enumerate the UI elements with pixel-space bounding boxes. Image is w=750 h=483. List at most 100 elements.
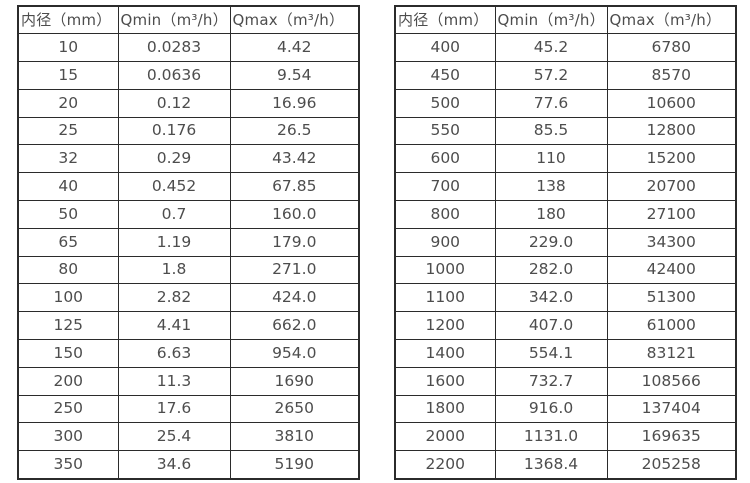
cell-qmax: 27100 (606, 200, 737, 229)
cell-qmin: 17.6 (117, 394, 231, 424)
cell-diameter: 200 (17, 366, 119, 396)
cell-qmax: 160.0 (229, 200, 360, 229)
table-row: 400 45.2 6780 (394, 33, 737, 63)
table-row: 20 0.12 16.96 (17, 88, 360, 118)
column-header-qmin: Qmin（m³/h） (494, 5, 608, 35)
cell-qmin: 57.2 (494, 61, 608, 90)
table-row: 800 180 27100 (394, 200, 737, 229)
flow-range-table-large-diameters: 内径（mm） Qmin（m³/h） Qmax（m³/h） 400 45.2 6780 45… (394, 5, 737, 480)
cell-diameter: 1100 (394, 283, 496, 313)
cell-diameter: 350 (17, 450, 119, 480)
cell-diameter: 2200 (394, 450, 496, 480)
cell-diameter: 15 (17, 61, 119, 90)
cell-qmin: 1.19 (117, 227, 231, 257)
cell-qmin: 342.0 (494, 283, 608, 313)
table-row: 1200 407.0 61000 (394, 311, 737, 341)
cell-diameter: 700 (394, 172, 496, 202)
column-header-diameter: 内径（mm） (394, 5, 496, 35)
cell-diameter: 800 (394, 200, 496, 229)
cell-diameter: 40 (17, 172, 119, 202)
cell-qmin: 0.176 (117, 116, 231, 146)
table-row: 600 110 15200 (394, 144, 737, 174)
cell-qmin: 407.0 (494, 311, 608, 341)
cell-qmax: 26.5 (229, 116, 360, 146)
cell-qmin: 4.41 (117, 311, 231, 341)
table-row: 250 17.6 2650 (17, 394, 360, 424)
cell-diameter: 1600 (394, 366, 496, 396)
cell-diameter: 500 (394, 88, 496, 118)
flow-range-table-small-diameters: 内径（mm） Qmin（m³/h） Qmax（m³/h） 10 0.0283 4.42 1… (17, 5, 360, 480)
cell-diameter: 10 (17, 33, 119, 63)
table-row: 300 25.4 3810 (17, 422, 360, 452)
table-row: 125 4.41 662.0 (17, 311, 360, 341)
cell-qmin: 1.8 (117, 255, 231, 285)
column-header-qmax: Qmax（m³/h） (606, 5, 737, 35)
cell-qmax: 271.0 (229, 255, 360, 285)
table-row: 40 0.452 67.85 (17, 172, 360, 202)
cell-qmax: 42400 (606, 255, 737, 285)
table-row: 500 77.6 10600 (394, 88, 737, 118)
table-row: 50 0.7 160.0 (17, 200, 360, 229)
cell-qmin: 85.5 (494, 116, 608, 146)
cell-diameter: 900 (394, 227, 496, 257)
cell-diameter: 250 (17, 394, 119, 424)
cell-qmin: 0.7 (117, 200, 231, 229)
cell-qmin: 1131.0 (494, 422, 608, 452)
cell-qmin: 34.6 (117, 450, 231, 480)
table-row: 2000 1131.0 169635 (394, 422, 737, 452)
cell-qmin: 2.82 (117, 283, 231, 313)
cell-qmin: 0.29 (117, 144, 231, 174)
cell-qmin: 25.4 (117, 422, 231, 452)
cell-qmax: 169635 (606, 422, 737, 452)
cell-qmax: 61000 (606, 311, 737, 341)
cell-diameter: 1800 (394, 394, 496, 424)
cell-qmin: 916.0 (494, 394, 608, 424)
cell-qmax: 20700 (606, 172, 737, 202)
table-row: 1400 554.1 83121 (394, 339, 737, 368)
table-row: 350 34.6 5190 (17, 450, 360, 480)
cell-qmax: 137404 (606, 394, 737, 424)
table-row: 65 1.19 179.0 (17, 227, 360, 257)
cell-diameter: 2000 (394, 422, 496, 452)
cell-qmax: 5190 (229, 450, 360, 480)
cell-diameter: 450 (394, 61, 496, 90)
cell-diameter: 25 (17, 116, 119, 146)
cell-qmin: 0.0283 (117, 33, 231, 63)
cell-qmax: 12800 (606, 116, 737, 146)
column-header-qmin: Qmin（m³/h） (117, 5, 231, 35)
cell-diameter: 20 (17, 88, 119, 118)
cell-qmin: 180 (494, 200, 608, 229)
cell-diameter: 100 (17, 283, 119, 313)
cell-qmax: 8570 (606, 61, 737, 90)
cell-qmax: 4.42 (229, 33, 360, 63)
cell-qmax: 179.0 (229, 227, 360, 257)
cell-diameter: 550 (394, 116, 496, 146)
cell-qmin: 1368.4 (494, 450, 608, 480)
cell-qmin: 110 (494, 144, 608, 174)
cell-qmin: 0.0636 (117, 61, 231, 90)
table-row: 1000 282.0 42400 (394, 255, 737, 285)
cell-diameter: 32 (17, 144, 119, 174)
cell-qmax: 34300 (606, 227, 737, 257)
cell-qmax: 15200 (606, 144, 737, 174)
cell-qmin: 282.0 (494, 255, 608, 285)
cell-qmax: 9.54 (229, 61, 360, 90)
cell-qmax: 1690 (229, 366, 360, 396)
table-row: 1800 916.0 137404 (394, 394, 737, 424)
cell-diameter: 150 (17, 339, 119, 368)
cell-qmax: 51300 (606, 283, 737, 313)
table-row: 200 11.3 1690 (17, 366, 360, 396)
table-header-row: 内径（mm） Qmin（m³/h） Qmax（m³/h） (17, 5, 360, 35)
cell-qmax: 424.0 (229, 283, 360, 313)
cell-diameter: 400 (394, 33, 496, 63)
table-row: 550 85.5 12800 (394, 116, 737, 146)
cell-diameter: 1400 (394, 339, 496, 368)
table-row: 450 57.2 8570 (394, 61, 737, 90)
cell-qmin: 732.7 (494, 366, 608, 396)
cell-qmax: 16.96 (229, 88, 360, 118)
cell-qmin: 6.63 (117, 339, 231, 368)
cell-qmin: 11.3 (117, 366, 231, 396)
cell-qmax: 67.85 (229, 172, 360, 202)
cell-qmax: 3810 (229, 422, 360, 452)
cell-qmin: 77.6 (494, 88, 608, 118)
